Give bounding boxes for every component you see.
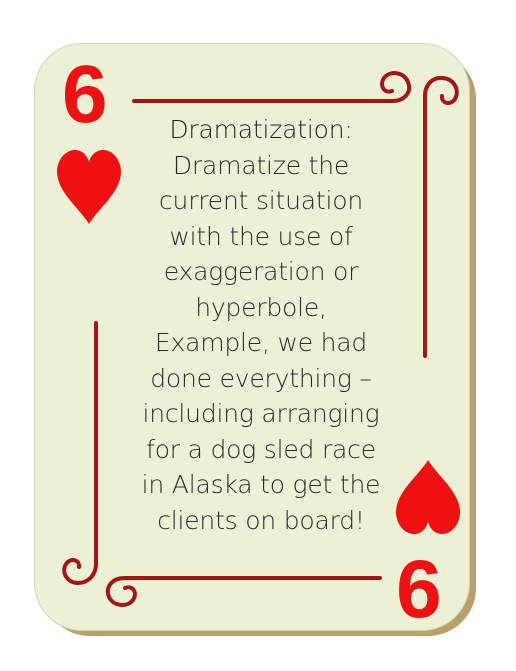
right-flourish — [423, 75, 459, 358]
playing-card — [34, 43, 470, 631]
card-body: Dramatize the current situation with the… — [141, 150, 381, 535]
heart-icon — [396, 460, 460, 534]
rank-bottom: 9 — [396, 543, 442, 634]
left-flourish — [62, 321, 98, 586]
card-text: Dramatization: Dramatize the current sit… — [138, 112, 384, 538]
top-flourish — [132, 71, 412, 103]
card-heading: Dramatization: — [169, 115, 353, 144]
heart-icon — [57, 150, 121, 224]
bottom-flourish — [105, 576, 382, 607]
rank-top: 6 — [62, 49, 108, 140]
